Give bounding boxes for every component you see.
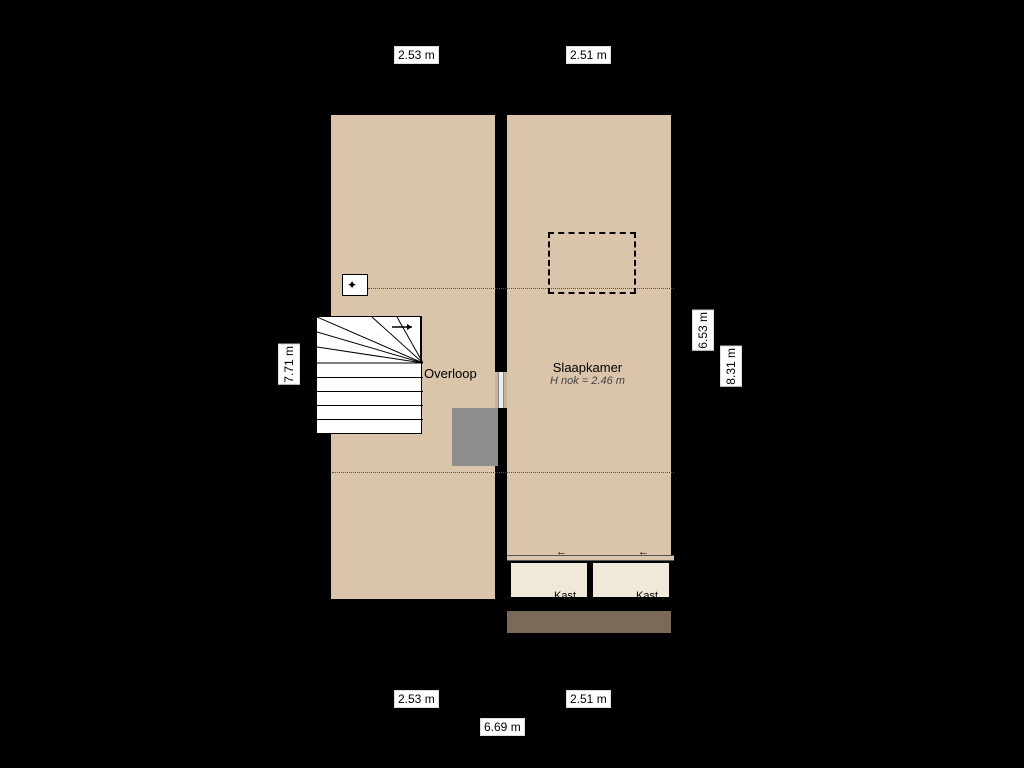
dim-tick [674,726,675,738]
dim-line-top [328,70,674,71]
dim-label-top-left: 2.53 m [394,46,439,64]
dim-label-top-right: 2.51 m [566,46,611,64]
dim-tick [498,64,499,76]
room-slaapkamer [504,112,674,560]
dim-tick [694,560,706,561]
dashed-opening [548,232,636,294]
dim-tick [674,702,675,714]
grey-block [452,408,498,466]
stair-winder-svg [317,317,423,377]
stair-winder [317,317,423,377]
stair-step [317,391,423,392]
kast-arrow-2: ← [638,546,649,558]
stair-step [317,405,423,406]
dim-label-bottom-right: 2.51 m [566,690,611,708]
label-slaapkamer-text: Slaapkamer [550,360,625,375]
divider-wall [495,112,507,602]
dim-line-bottom [328,708,674,709]
fixture-icon-block: ✦ [342,274,368,296]
dim-tick [328,726,329,738]
dim-label-bottom-left: 2.53 m [394,690,439,708]
dim-tick [328,64,329,76]
stair-step [317,377,423,378]
kast-2-label: Kast [636,590,658,602]
stair-step [317,419,423,420]
kast-1 [510,562,588,598]
floorplan-container: 2.53 m 2.51 m ✦ [0,0,1024,768]
dim-line-left [300,112,301,602]
dim-tick [294,112,306,113]
dim-label-left: 7.71 m [278,344,300,385]
dim-label-right-2: 8.31 m [720,346,742,387]
fixture-icon: ✦ [343,278,357,292]
dim-label-bottom-total: 6.69 m [480,718,525,736]
dim-tick [498,702,499,714]
dim-tick [674,64,675,76]
label-overloop: Overloop [424,366,477,381]
dim-tick [722,112,734,113]
stairs [316,316,422,434]
kast-arrow-1: ← [556,546,567,558]
dim-label-right-1: 6.53 m [692,310,714,351]
label-slaapkamer-sub: H nok = 2.46 m [550,375,625,387]
label-overloop-text: Overloop [424,366,477,381]
door-leaf [498,372,504,408]
kast-2 [592,562,670,598]
dim-tick [294,602,306,603]
label-slaapkamer: Slaapkamer H nok = 2.46 m [550,360,625,387]
dotted-line-2 [332,472,674,473]
kast-1-label: Kast [554,590,576,602]
dark-strip [504,608,674,636]
dim-tick [694,112,706,113]
dim-tick [328,702,329,714]
dim-tick [722,636,734,637]
